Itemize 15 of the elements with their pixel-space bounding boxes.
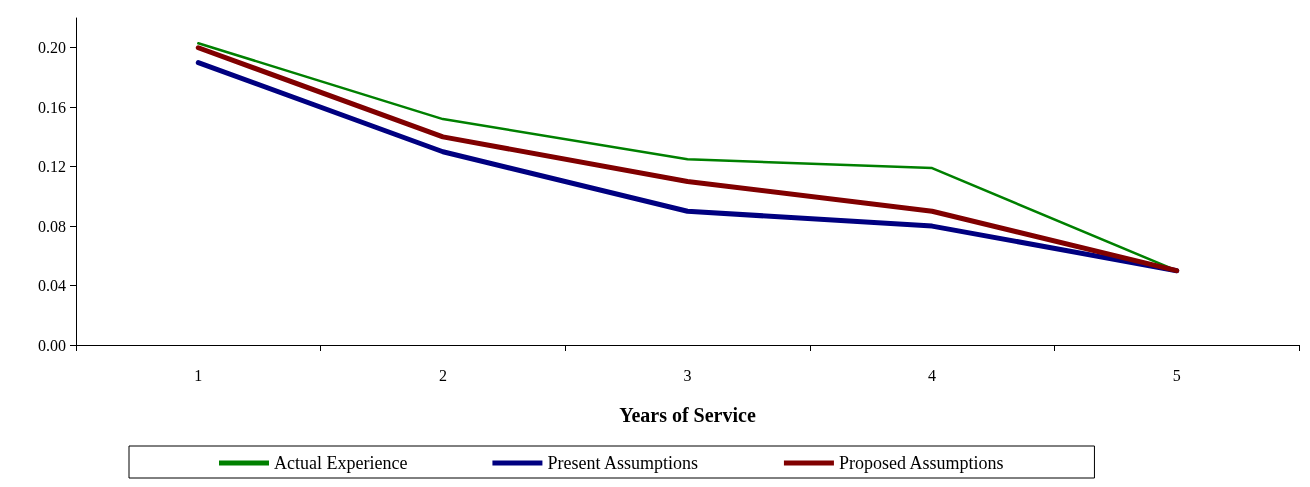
y-tick-label: 0.04 (38, 277, 66, 295)
y-tick-label: 0.12 (38, 158, 66, 176)
x-tick-label: 4 (928, 366, 937, 384)
y-tick-label: 0.16 (38, 98, 66, 116)
y-tick-label: 0.20 (38, 39, 66, 57)
x-tick-label: 3 (683, 366, 692, 384)
x-axis-title: Years of Service (619, 404, 756, 426)
legend-label: Proposed Assumptions (838, 453, 1004, 473)
x-tick-label: 1 (194, 366, 203, 384)
y-tick-label: 0.08 (38, 217, 66, 235)
legend-label: Actual Experience (274, 453, 408, 473)
x-tick-label: 2 (438, 366, 447, 384)
y-tick-label: 0.00 (38, 336, 66, 354)
legend-label: Present Assumptions (547, 453, 698, 473)
x-tick-label: 5 (1172, 366, 1181, 384)
